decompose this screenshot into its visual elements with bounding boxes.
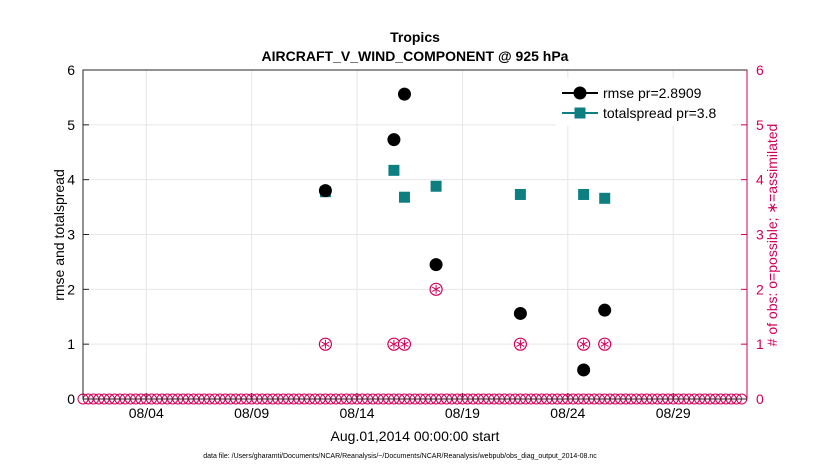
y-tick-label: 5 bbox=[67, 117, 75, 133]
data-file-footnote: data file: /Users/gharamti/Documents/NCA… bbox=[203, 453, 597, 460]
x-axis-label: Aug.01,2014 00:00:00 start bbox=[331, 428, 500, 444]
right-y-tick-label: 5 bbox=[756, 117, 764, 133]
obs-assimilated-asterisk-stroke bbox=[516, 341, 525, 347]
rmse-point bbox=[513, 306, 527, 320]
legend-totalspread-label: totalspread pr=3.8 bbox=[603, 105, 716, 121]
rmse-point bbox=[318, 184, 332, 198]
y-tick-label: 6 bbox=[67, 62, 75, 78]
y-axis-label: rmse and totalspread bbox=[51, 169, 67, 301]
legend-rmse-marker bbox=[573, 86, 587, 100]
right-y-tick-label: 4 bbox=[756, 172, 764, 188]
y-tick-label: 2 bbox=[67, 281, 75, 297]
totalspread-point bbox=[514, 188, 526, 200]
obs-assimilated-asterisk-stroke bbox=[579, 341, 588, 347]
x-tick-label: 08/19 bbox=[445, 405, 480, 421]
chart-title: Tropics bbox=[390, 29, 440, 45]
x-tick-label: 08/09 bbox=[234, 405, 269, 421]
rmse-point bbox=[429, 258, 443, 272]
obs-assimilated-asterisk-stroke bbox=[431, 286, 441, 293]
totalspread-point bbox=[599, 192, 611, 204]
right-y-tick-label: 6 bbox=[756, 62, 764, 78]
right-y-tick-label: 0 bbox=[756, 391, 764, 407]
obs-assimilated-point bbox=[318, 337, 333, 351]
y-tick-label: 3 bbox=[67, 227, 75, 243]
obs-assimilated-point bbox=[429, 282, 443, 296]
obs-assimilated-point bbox=[387, 337, 401, 351]
obs-assimilated-point bbox=[598, 337, 612, 351]
right-y-tick-label: 1 bbox=[756, 336, 764, 352]
obs-assimilated-asterisk-stroke bbox=[389, 341, 399, 347]
rmse-point bbox=[598, 303, 612, 317]
totalspread-point bbox=[578, 188, 590, 200]
right-y-tick-label: 3 bbox=[756, 227, 764, 243]
right-y-axis-label: # of obs: o=possible; ∗=assimilated bbox=[764, 124, 780, 347]
y-tick-label: 4 bbox=[67, 172, 75, 188]
obs-assimilated-point bbox=[513, 337, 527, 351]
x-tick-label: 08/04 bbox=[129, 405, 164, 421]
x-tick-label: 08/14 bbox=[340, 405, 375, 421]
obs-assimilated-point bbox=[397, 337, 412, 351]
totalspread-point bbox=[430, 180, 442, 192]
rmse-point bbox=[387, 133, 401, 147]
obs-assimilated-point bbox=[577, 337, 591, 351]
chart-subtitle: AIRCRAFT_V_WIND_COMPONENT @ 925 hPa bbox=[262, 48, 569, 64]
totalspread-point bbox=[388, 164, 400, 176]
obs-assimilated-asterisk-stroke bbox=[321, 341, 330, 347]
rmse-point bbox=[397, 87, 411, 101]
obs-assimilated-asterisk-stroke bbox=[600, 341, 609, 347]
obs-assimilated-asterisk-stroke bbox=[400, 341, 409, 347]
legend-totalspread-marker bbox=[574, 107, 586, 119]
y-tick-label: 0 bbox=[67, 391, 75, 407]
right-y-tick-label: 2 bbox=[756, 281, 764, 297]
x-tick-label: 08/24 bbox=[550, 405, 585, 421]
y-tick-label: 1 bbox=[67, 336, 75, 352]
rmse-point bbox=[577, 363, 591, 377]
axis-ticks: 08/04 08/09 08/14 08/19 08/24 08/29 0 0 1 1 2 2 3 3 4 4… bbox=[67, 62, 764, 421]
legend: rmse pr=2.8909 totalspread pr=3.8 bbox=[556, 78, 732, 126]
x-tick-label: 08/29 bbox=[656, 405, 691, 421]
totalspread-point bbox=[398, 191, 410, 203]
legend-rmse-label: rmse pr=2.8909 bbox=[603, 85, 702, 101]
